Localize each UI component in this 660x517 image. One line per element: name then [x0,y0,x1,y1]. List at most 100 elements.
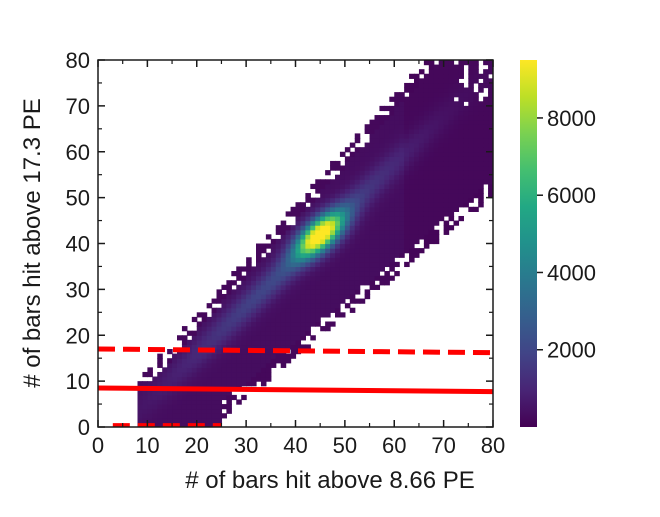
heatmap-cell [275,293,282,300]
heatmap-cell [478,105,484,112]
heatmap-cell [172,394,178,401]
heatmap-cell [463,202,469,208]
heatmap-cell [369,119,376,125]
heatmap-cell [423,238,430,245]
heatmap-cell [295,261,302,268]
heatmap-cell [478,202,484,208]
heatmap-cell [330,206,336,212]
heatmap-cell [428,188,435,194]
heatmap-cell [325,234,331,240]
heatmap-cell [295,330,302,336]
heatmap-cell [330,280,336,286]
heatmap-cell [231,307,237,313]
heatmap-cell [201,376,208,382]
heatmap-cell [290,257,297,263]
heatmap-cell [404,156,410,162]
heatmap-cell [216,335,223,341]
heatmap-cell [389,96,395,102]
heatmap-cell [463,151,469,157]
heatmap-cell [330,229,336,235]
heatmap-cell [364,280,371,286]
heatmap-cell [285,321,292,327]
heatmap-cell [260,284,267,290]
heatmap-cell [295,271,302,277]
heatmap-cell [310,289,316,295]
heatmap-cell [221,293,227,300]
heatmap-cell [384,225,390,231]
heatmap-cell [201,367,208,373]
heatmap-cell [428,170,435,176]
heatmap-cell [359,280,366,286]
heatmap-cell [423,151,430,157]
heatmap-cell [256,289,262,295]
heatmap-cell [295,229,302,235]
heatmap-cell [458,115,464,121]
x-tick-label: 80 [481,433,505,458]
heatmap-cell [186,390,193,396]
heatmap-cell [438,96,445,102]
heatmap-cell [394,124,400,130]
heatmap-cell [270,303,277,309]
heatmap-cell [433,78,440,84]
heatmap-cell [310,211,316,217]
heatmap-cell [414,101,420,107]
heatmap-cell [295,312,302,318]
heatmap-cell [310,206,316,212]
heatmap-cell [364,266,371,272]
heatmap-cell [256,248,262,254]
heatmap-cell [374,206,381,212]
heatmap-cell [463,193,469,199]
heatmap-cell [409,105,415,112]
heatmap-cell [463,183,469,190]
heatmap-cell [409,110,415,116]
heatmap-cell [295,316,302,323]
heatmap-cell [275,252,282,258]
heatmap-cell [285,266,292,272]
heatmap-cell [260,321,267,327]
heatmap-cell [404,115,410,121]
heatmap-cell [409,133,415,139]
heatmap-cell [389,170,395,176]
heatmap-cell [177,413,183,419]
y-tick-label: 10 [66,369,90,394]
heatmap-cell [433,215,440,222]
heatmap-cell [418,105,425,112]
heatmap-cell [226,330,232,336]
heatmap-cell [147,408,153,414]
heatmap-cell [458,215,464,222]
heatmap-cell [423,165,430,171]
heatmap-cell [177,367,183,373]
heatmap-cell [384,215,390,222]
heatmap-cell [265,330,272,336]
heatmap-cell [404,160,410,167]
heatmap-cell [384,133,390,139]
heatmap-cell [473,183,479,190]
heatmap-cell [418,234,425,240]
heatmap-cell [315,179,321,185]
heatmap-cell [339,252,346,258]
heatmap-cell [191,316,198,323]
heatmap-cell [483,156,489,162]
heatmap-cell [196,367,203,373]
heatmap-cell [142,413,148,419]
heatmap-cell [359,252,366,258]
heatmap-cell [152,413,158,419]
heatmap-cell [443,73,450,79]
heatmap-cell [369,261,376,268]
heatmap-cell [354,165,361,171]
heatmap-cell [167,349,173,355]
heatmap-cell [379,119,385,125]
heatmap-cell [241,358,247,364]
heatmap-cell [418,110,425,116]
heatmap-cell [364,151,371,157]
heatmap-cell [463,133,469,139]
heatmap-cell [438,119,445,125]
heatmap-cell [359,298,366,304]
heatmap-cell [443,124,450,130]
heatmap-cell [448,124,455,130]
heatmap-cell [369,206,376,212]
heatmap-cell [295,257,302,263]
heatmap-cell [463,115,469,121]
heatmap-cell [172,381,178,387]
heatmap-cell [325,326,331,332]
